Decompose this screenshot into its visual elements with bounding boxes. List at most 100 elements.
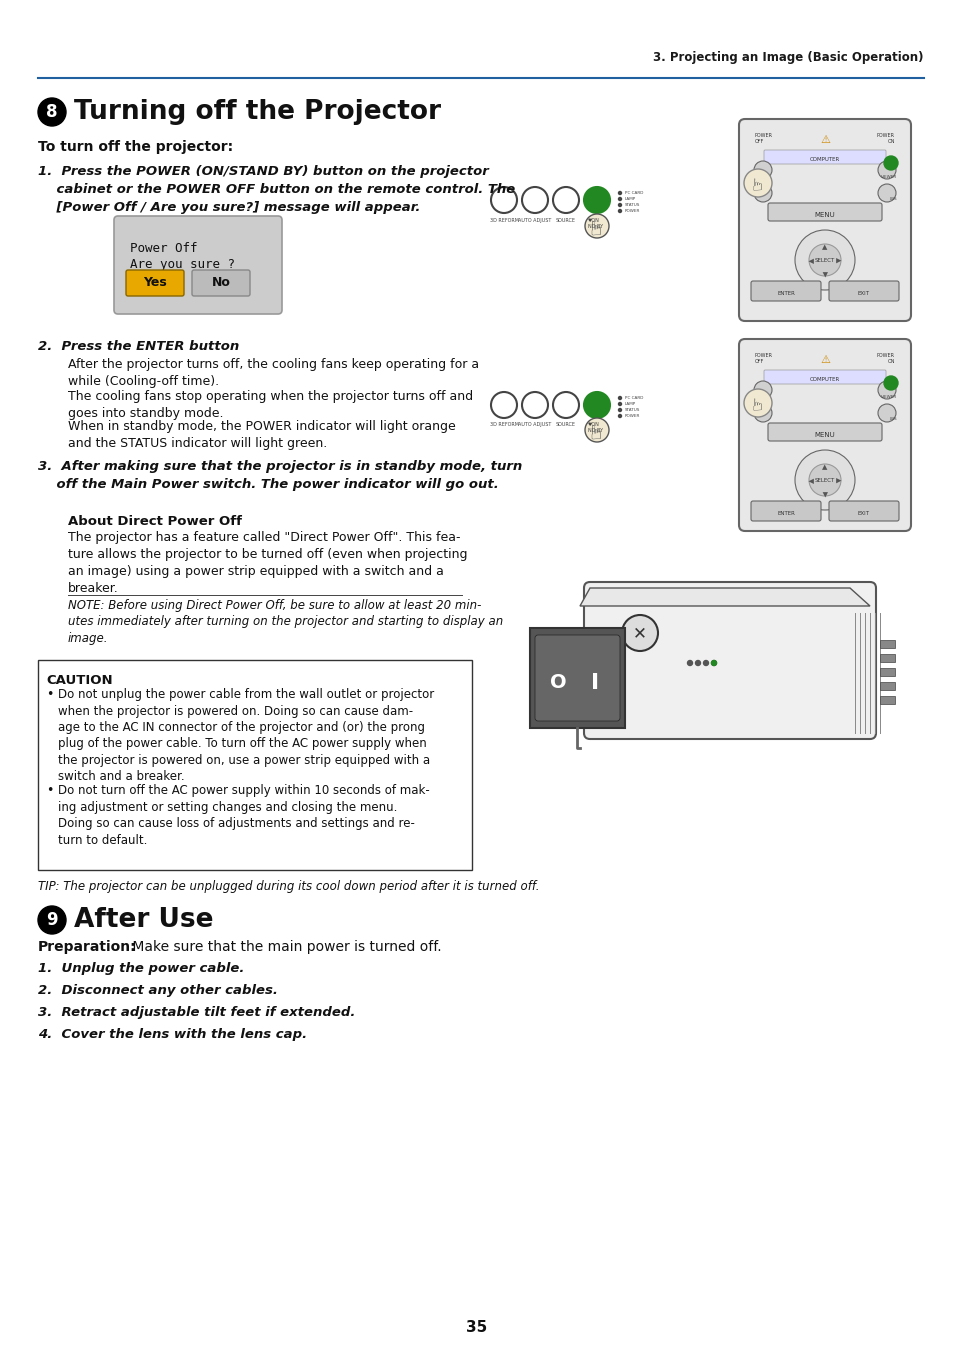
Text: The projector has a feature called "Direct Power Off". This fea-
ture allows the: The projector has a feature called "Dire… (68, 531, 467, 594)
Text: 8: 8 (46, 102, 58, 121)
Text: CAUTION: CAUTION (46, 674, 112, 687)
Text: Are you sure ?: Are you sure ? (130, 257, 234, 271)
Circle shape (808, 244, 841, 276)
Circle shape (702, 661, 708, 666)
Text: ND BY: ND BY (587, 224, 602, 229)
Text: ♥ON: ♥ON (587, 218, 599, 222)
FancyBboxPatch shape (750, 501, 821, 520)
Text: Turning off the Projector: Turning off the Projector (74, 98, 440, 125)
Text: SOURCE: SOURCE (556, 218, 576, 222)
Text: COMPUTER: COMPUTER (809, 156, 840, 162)
Text: AUTO ADJUST: AUTO ADJUST (517, 218, 551, 222)
Text: COMPUTER: COMPUTER (809, 377, 840, 381)
Text: 2.  Press the ENTER button: 2. Press the ENTER button (38, 340, 239, 353)
Text: •: • (46, 785, 53, 797)
Text: SOURCE: SOURCE (556, 422, 576, 427)
Text: POWER: POWER (876, 353, 894, 359)
Text: PC CARD: PC CARD (624, 191, 642, 195)
Text: Do not turn off the AC power supply within 10 seconds of mak-
ing adjustment or : Do not turn off the AC power supply with… (58, 785, 429, 847)
Text: OFF: OFF (754, 139, 763, 144)
Text: 3.  Retract adjustable tilt feet if extended.: 3. Retract adjustable tilt feet if exten… (38, 1006, 355, 1019)
Bar (530, 628, 624, 728)
Text: 9: 9 (46, 911, 58, 929)
Circle shape (618, 396, 620, 399)
Text: ☞: ☞ (587, 421, 606, 438)
Circle shape (687, 661, 692, 666)
Circle shape (794, 231, 854, 290)
Text: The cooling fans stop operating when the projector turns off and
goes into stand: The cooling fans stop operating when the… (68, 390, 473, 421)
Text: 3.  After making sure that the projector is in standby mode, turn
    off the Ma: 3. After making sure that the projector … (38, 460, 521, 491)
FancyBboxPatch shape (126, 270, 184, 297)
Text: ▲: ▲ (821, 270, 827, 276)
FancyBboxPatch shape (828, 501, 898, 520)
Text: ▲: ▲ (808, 257, 814, 263)
Text: Do not unplug the power cable from the wall outlet or projector
when the project: Do not unplug the power cable from the w… (58, 687, 434, 783)
Circle shape (553, 187, 578, 213)
Text: After Use: After Use (74, 907, 213, 933)
Text: EXIT: EXIT (857, 511, 869, 516)
Text: 35: 35 (466, 1321, 487, 1336)
Circle shape (618, 209, 620, 213)
Text: ♥ON: ♥ON (587, 422, 599, 427)
Circle shape (877, 183, 895, 202)
Text: POWER: POWER (624, 209, 639, 213)
Circle shape (877, 404, 895, 422)
Text: O: O (549, 674, 566, 693)
Circle shape (38, 906, 66, 934)
FancyBboxPatch shape (767, 423, 882, 441)
Circle shape (618, 204, 620, 206)
Text: No: No (212, 276, 231, 290)
Text: ⚠: ⚠ (820, 355, 829, 365)
Text: SELECT: SELECT (814, 257, 834, 263)
Text: About Direct Power Off: About Direct Power Off (68, 515, 242, 528)
FancyBboxPatch shape (113, 216, 282, 314)
Text: MENU: MENU (814, 431, 835, 438)
Bar (38, 661, 472, 869)
Text: ▲: ▲ (821, 244, 827, 249)
Circle shape (553, 392, 578, 418)
Circle shape (808, 464, 841, 496)
Text: 3. Projecting an Image (Basic Operation): 3. Projecting an Image (Basic Operation) (653, 51, 923, 63)
Text: Yes: Yes (143, 276, 167, 290)
Text: 1.  Press the POWER (ON/STAND BY) button on the projector
    cabinet or the POW: 1. Press the POWER (ON/STAND BY) button … (38, 164, 515, 214)
FancyBboxPatch shape (739, 338, 910, 531)
Circle shape (521, 392, 547, 418)
Text: LAMP: LAMP (624, 197, 636, 201)
Circle shape (877, 160, 895, 179)
Text: ND BY: ND BY (587, 429, 602, 433)
Circle shape (491, 187, 517, 213)
Text: EXIT: EXIT (857, 291, 869, 297)
Text: Make sure that the main power is turned off.: Make sure that the main power is turned … (128, 940, 441, 954)
Text: LBS: LBS (888, 417, 896, 421)
Circle shape (618, 403, 620, 406)
Text: After the projector turns off, the cooling fans keep operating for a
while (Cool: After the projector turns off, the cooli… (68, 359, 478, 388)
Text: ▲: ▲ (821, 464, 827, 470)
Text: NOTE: Before using Direct Power Off, be sure to allow at least 20 min-
utes imme: NOTE: Before using Direct Power Off, be … (68, 599, 503, 644)
Text: POWER: POWER (876, 133, 894, 137)
Text: ⚠: ⚠ (820, 135, 829, 146)
Circle shape (621, 615, 658, 651)
Text: SELECT: SELECT (814, 477, 834, 483)
Text: AUTO ADJUST: AUTO ADJUST (517, 422, 551, 427)
Text: I: I (590, 673, 598, 693)
Circle shape (743, 390, 771, 417)
FancyBboxPatch shape (750, 280, 821, 301)
Circle shape (711, 661, 716, 666)
Circle shape (753, 381, 771, 399)
Circle shape (753, 160, 771, 179)
Text: ▲: ▲ (808, 477, 814, 483)
Text: VIEWER: VIEWER (880, 395, 896, 399)
Text: 3D REFORM: 3D REFORM (490, 422, 519, 427)
Text: 3D REFORM: 3D REFORM (490, 218, 519, 222)
Text: PC CARD: PC CARD (624, 396, 642, 400)
Text: Preparation:: Preparation: (38, 940, 136, 954)
Circle shape (521, 187, 547, 213)
Text: ☞: ☞ (587, 217, 606, 235)
Text: To turn off the projector:: To turn off the projector: (38, 140, 233, 154)
Text: POWER: POWER (754, 353, 772, 359)
FancyBboxPatch shape (739, 119, 910, 321)
Circle shape (753, 183, 771, 202)
Text: STATUS: STATUS (624, 408, 639, 412)
FancyBboxPatch shape (767, 204, 882, 221)
Text: •: • (46, 687, 53, 701)
